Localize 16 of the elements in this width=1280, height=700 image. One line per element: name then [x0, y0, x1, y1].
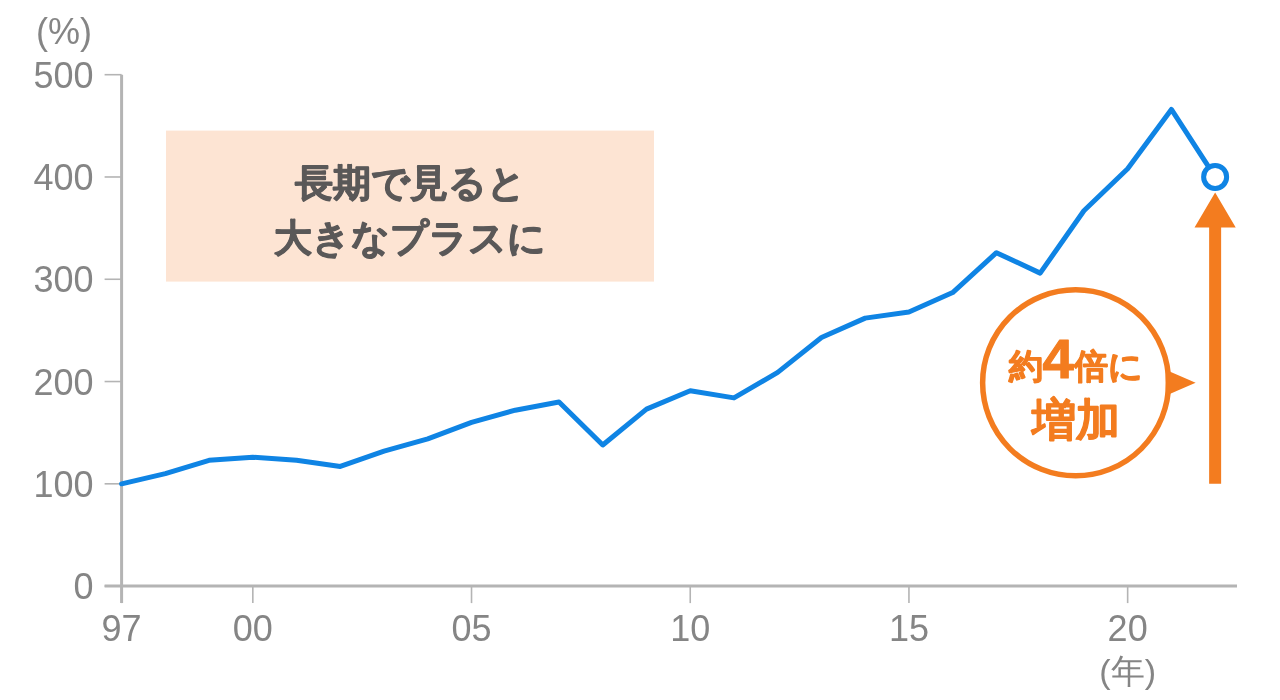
annotation: 長期で見ると大きなプラスに: [274, 162, 546, 259]
x-axis-title: (年): [1099, 652, 1156, 691]
y-tick-label: 500: [33, 54, 94, 96]
y-tick-label: 300: [33, 259, 94, 301]
x-tick-label: 00: [232, 608, 273, 650]
x-tick-label: 97: [101, 608, 142, 650]
y-tick-label: 400: [33, 156, 94, 198]
x-tick-label: 10: [670, 608, 711, 650]
y-axis-title: (%): [36, 11, 92, 52]
x-tick-label: 15: [888, 608, 929, 650]
y-tick-label: 100: [33, 463, 94, 505]
x-tick-label: 20: [1107, 608, 1148, 650]
y-tick-label: 0: [73, 566, 94, 608]
annotation: 約4倍に増加: [1007, 326, 1143, 444]
x-tick-label: 05: [451, 608, 492, 650]
y-tick-label: 200: [33, 361, 94, 403]
